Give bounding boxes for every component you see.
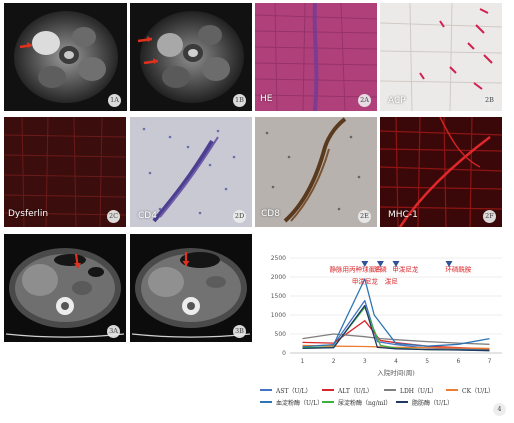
arrow-marker — [392, 261, 400, 268]
panel-2f-mhc1-stain: MHC-1 2F — [380, 117, 502, 227]
panel-label-dysferlin: Dysferlin — [8, 209, 49, 219]
legend-line — [260, 401, 272, 403]
series-line — [302, 278, 490, 348]
legend-item: ALT（U/L） — [322, 386, 384, 395]
legend-line — [260, 389, 272, 391]
series-line — [302, 344, 490, 350]
panel-letter: 1A — [108, 94, 121, 107]
panel-1a-mri: 1A — [4, 3, 127, 111]
arrow-marker — [361, 261, 369, 268]
panel-letter: 2E — [358, 210, 371, 223]
panel-letter: 4 — [493, 403, 506, 416]
y-tick-label: 1500 — [271, 293, 286, 300]
series-line — [302, 304, 490, 352]
legend-label: 血淀粉酶（U/L） — [276, 399, 324, 407]
panel-2e-cd8-stain: CD8 2E — [255, 117, 377, 227]
panel-letter: 2A — [358, 94, 371, 107]
panel-label-cd4: CD4 — [138, 211, 157, 221]
treatment-annotation: 泼尼 — [385, 277, 398, 286]
chart-panel: 0 500 1000 1500 2000 2500 1 2 3 4 5 6 7 入院时间(周) 静脉用丙种球… — [258, 240, 510, 418]
panel-letter: 2C — [107, 210, 120, 223]
chart-legend: AST（U/L） ALT（U/L） LDH（U/L） CK（U/L） 血淀粉酶（… — [260, 384, 510, 408]
y-tick-label: 1000 — [271, 312, 286, 319]
legend-item: AST（U/L） — [260, 386, 322, 395]
x-tick-label: 7 — [488, 358, 492, 365]
legend-label: AST（U/L） — [276, 387, 312, 395]
panel-letter: 2F — [483, 210, 496, 223]
x-tick-label: 6 — [456, 358, 460, 365]
legend-item: 尿淀粉酶（ng/ml） — [322, 398, 396, 407]
legend-item: CK（U/L） — [446, 386, 508, 395]
legend-line — [322, 401, 334, 403]
panel-2c-dysferlin-stain: Dysferlin 2C — [4, 117, 126, 227]
panel-1b-mri: 1B — [130, 3, 252, 111]
x-tick-label: 4 — [394, 358, 398, 365]
y-tick-label: 500 — [275, 331, 287, 338]
line-chart: 0 500 1000 1500 2000 2500 1 2 3 4 5 6 7 入院时间(周) 静脉用丙种球… — [271, 255, 502, 377]
x-tick-label: 2 — [332, 358, 336, 365]
panel-label-mhc1: MHC-1 — [388, 210, 418, 220]
treatment-annotation: 环磷 — [374, 264, 388, 273]
y-tick-label: 2500 — [271, 255, 286, 262]
legend-label: 脂肪酶（U/L） — [412, 399, 454, 407]
legend-item: 血淀粉酶（U/L） — [260, 398, 324, 407]
x-tick-label: 1 — [301, 358, 305, 365]
treatment-annotation: 环磷酰胺 — [445, 264, 472, 273]
treatment-annotation: 甲泼尼龙 — [392, 264, 419, 273]
treatment-annotation: 静脉用丙种球蛋白 — [329, 264, 381, 273]
y-tick-label: 0 — [282, 350, 286, 357]
legend-line — [396, 401, 408, 403]
panel-letter: 3A — [107, 325, 120, 338]
treatment-annotation: 甲泼尼龙 — [352, 277, 379, 286]
legend-item: 脂肪酶（U/L） — [396, 398, 458, 407]
y-tick-label: 2000 — [271, 274, 286, 281]
x-tick-label: 5 — [425, 358, 429, 365]
panel-3b-ct: 3B — [130, 234, 252, 342]
panel-label-acp: ACP — [388, 96, 406, 106]
legend-label: 尿淀粉酶（ng/ml） — [338, 399, 392, 407]
legend-line — [322, 389, 334, 391]
x-axis-label: 入院时间(周) — [377, 368, 415, 377]
legend-line — [446, 389, 458, 391]
legend-label: LDH（U/L） — [400, 387, 438, 395]
panel-2b-acp-stain: ACP 2B — [380, 3, 502, 111]
panel-letter: 2B — [483, 94, 496, 107]
legend-line — [384, 389, 396, 391]
panel-2a-he-stain: HE 2A — [255, 3, 377, 111]
x-tick-label: 3 — [363, 358, 367, 365]
panel-letter: 2D — [233, 210, 246, 223]
panel-3a-ct: 3A — [4, 234, 126, 342]
legend-label: CK（U/L） — [462, 387, 495, 395]
arrow-marker — [376, 261, 384, 268]
panel-2d-cd4-stain: CD4 2D — [130, 117, 252, 227]
legend-label: ALT（U/L） — [338, 387, 373, 395]
panel-label-he: HE — [260, 94, 273, 104]
panel-label-cd8: CD8 — [261, 209, 280, 219]
legend-item: LDH（U/L） — [384, 386, 446, 395]
arrow-marker — [445, 261, 453, 268]
panel-letter: 1B — [233, 94, 246, 107]
panel-letter: 3B — [233, 325, 246, 338]
